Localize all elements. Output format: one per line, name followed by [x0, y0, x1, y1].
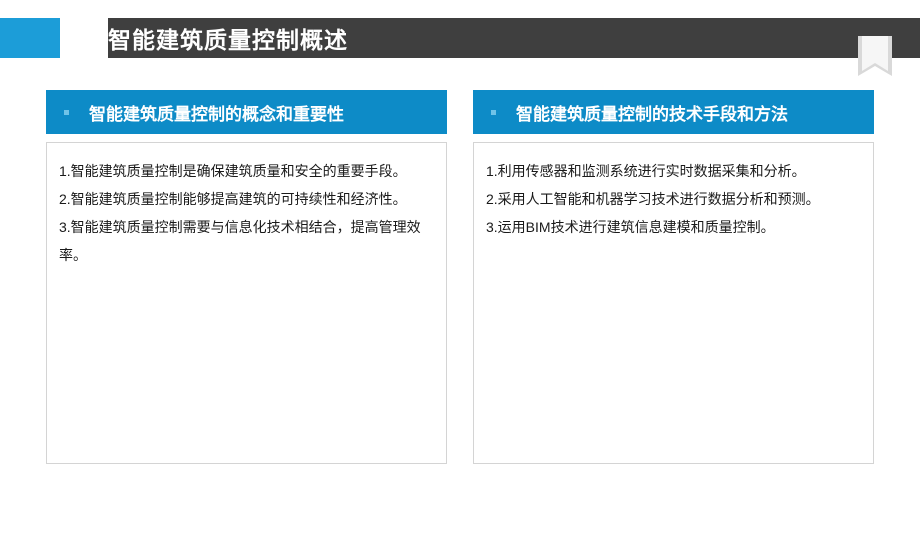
- diamond-bullet-icon: [64, 110, 69, 115]
- list-item: 2.采用人工智能和机器学习技术进行数据分析和预测。: [486, 185, 861, 213]
- content-area: 智能建筑质量控制的概念和重要性 1.智能建筑质量控制是确保建筑质量和安全的重要手…: [0, 58, 920, 464]
- diamond-bullet-icon: [491, 110, 496, 115]
- card-title-right: 智能建筑质量控制的技术手段和方法: [516, 100, 788, 125]
- card-header-left: 智能建筑质量控制的概念和重要性: [46, 90, 447, 134]
- list-item: 2.智能建筑质量控制能够提高建筑的可持续性和经济性。: [59, 185, 434, 213]
- slide-header: 智能建筑质量控制概述: [0, 18, 920, 58]
- page-title: 智能建筑质量控制概述: [108, 21, 348, 55]
- column-left: 智能建筑质量控制的概念和重要性 1.智能建筑质量控制是确保建筑质量和安全的重要手…: [46, 90, 447, 464]
- bookmark-icon: [858, 36, 892, 80]
- list-item: 3.智能建筑质量控制需要与信息化技术相结合，提高管理效率。: [59, 213, 434, 269]
- list-item: 1.智能建筑质量控制是确保建筑质量和安全的重要手段。: [59, 157, 434, 185]
- column-right: 智能建筑质量控制的技术手段和方法 1.利用传感器和监测系统进行实时数据采集和分析…: [473, 90, 874, 464]
- header-spacer: [60, 18, 108, 58]
- list-item: 3.运用BIM技术进行建筑信息建模和质量控制。: [486, 213, 861, 241]
- header-main-bar: 智能建筑质量控制概述: [108, 18, 920, 58]
- card-title-left: 智能建筑质量控制的概念和重要性: [89, 100, 344, 125]
- header-accent-bar: [0, 18, 60, 58]
- card-header-right: 智能建筑质量控制的技术手段和方法: [473, 90, 874, 134]
- list-item: 1.利用传感器和监测系统进行实时数据采集和分析。: [486, 157, 861, 185]
- card-body-right: 1.利用传感器和监测系统进行实时数据采集和分析。 2.采用人工智能和机器学习技术…: [473, 142, 874, 464]
- card-body-left: 1.智能建筑质量控制是确保建筑质量和安全的重要手段。 2.智能建筑质量控制能够提…: [46, 142, 447, 464]
